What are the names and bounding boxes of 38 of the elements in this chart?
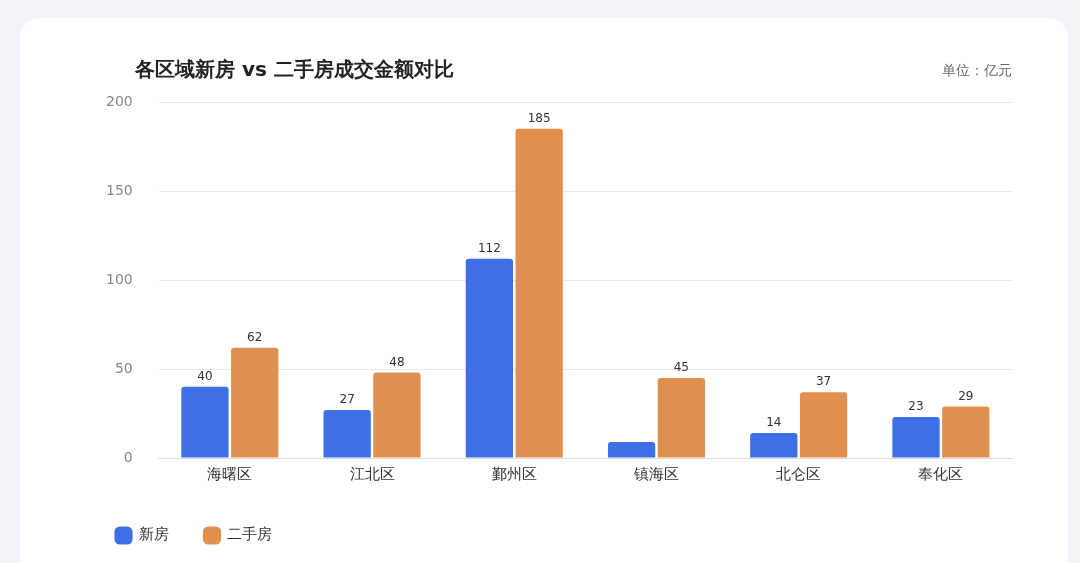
- x-tick-label: 镇海区: [632, 464, 679, 483]
- bar: [231, 347, 279, 458]
- data-label: 37: [815, 374, 832, 389]
- bar: [607, 441, 656, 458]
- bar: [181, 386, 229, 458]
- x-tick-label: 江北区: [349, 464, 395, 483]
- bar: [657, 377, 705, 458]
- legend-label: 新房: [138, 525, 169, 544]
- chart-title: 各区域新房 vs 二手房成交金额对比: [135, 56, 454, 83]
- data-label: 29: [958, 388, 974, 403]
- bar: [515, 128, 563, 458]
- bar: [799, 392, 848, 458]
- bar: [750, 433, 798, 458]
- x-tick-label: 鄞州区: [491, 464, 537, 483]
- x-tick-label: 北仑区: [776, 464, 822, 483]
- bar: [373, 372, 421, 458]
- data-label: 48: [389, 354, 405, 369]
- legend-label: 二手房: [227, 525, 272, 544]
- bar: [465, 258, 514, 458]
- data-label: 112: [477, 240, 501, 255]
- data-label: 185: [527, 110, 551, 125]
- text: 单位：亿元: [942, 62, 1012, 80]
- y-tick-label: 0: [123, 448, 133, 465]
- bar: [892, 417, 940, 458]
- data-label: 27: [339, 392, 355, 407]
- data-label: 23: [908, 399, 924, 414]
- bar: [942, 406, 990, 458]
- y-tick-label: 50: [114, 359, 133, 376]
- x-tick-label: 奉化区: [918, 464, 964, 483]
- y-tick-label: 150: [105, 181, 133, 198]
- data-label: 40: [197, 368, 213, 383]
- bar: [323, 409, 371, 458]
- y-tick-label: 100: [105, 270, 133, 287]
- data-label: 45: [673, 360, 689, 375]
- data-label: 62: [247, 329, 263, 344]
- x-tick-label: 海曙区: [207, 464, 253, 483]
- data-label: 14: [766, 415, 782, 430]
- y-tick-label: 200: [105, 92, 133, 109]
